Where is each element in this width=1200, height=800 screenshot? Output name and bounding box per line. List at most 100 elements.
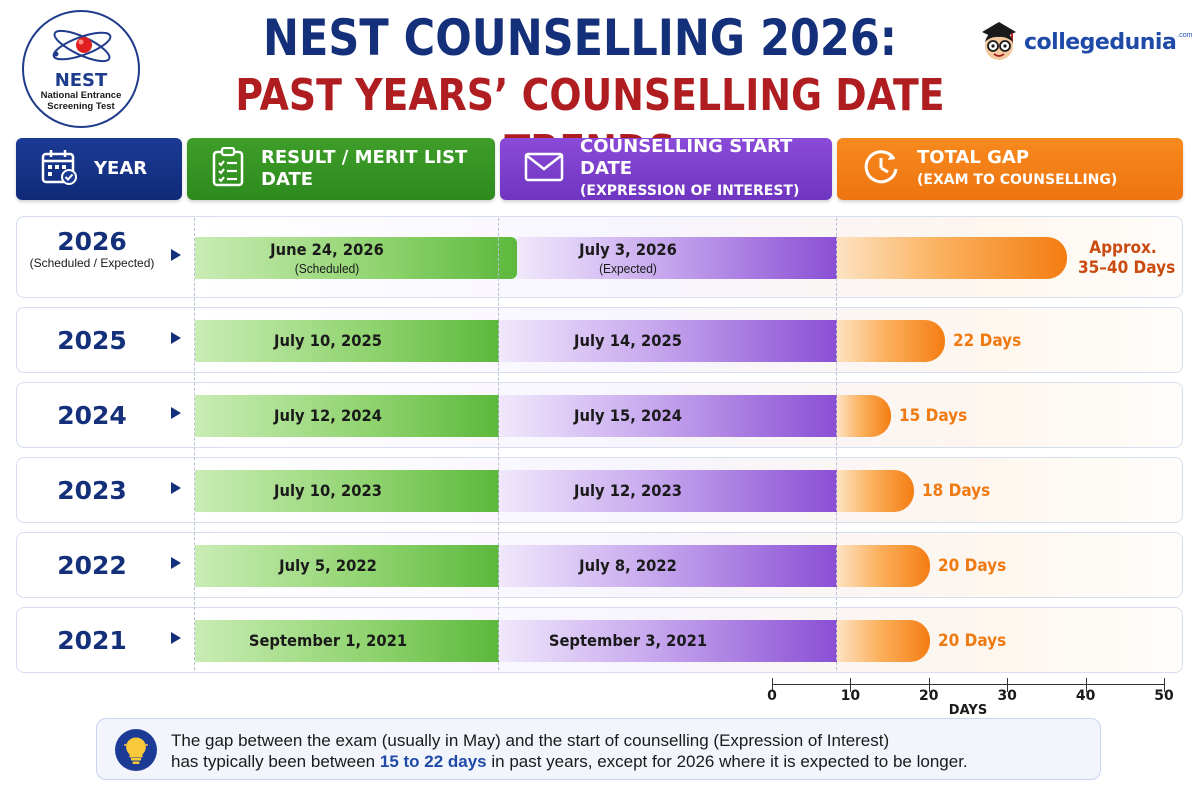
clipboard-icon	[211, 146, 245, 192]
year-label: 2023	[17, 476, 167, 505]
counselling-date: July 14, 2025	[526, 331, 730, 350]
note-line2-pre: has typically been between	[171, 752, 380, 771]
lightbulb-icon	[115, 729, 157, 771]
result-date-value: September 1, 2021	[248, 631, 408, 650]
x-axis-tick	[850, 678, 852, 692]
gap-bar	[837, 545, 930, 587]
result-bar	[195, 470, 499, 512]
year-value: 2025	[57, 326, 127, 355]
gap-label-line1: 20 Days	[937, 556, 1007, 576]
header-year-label: YEAR	[94, 158, 148, 179]
gap-label-line1: 20 Days	[937, 631, 1007, 651]
gap-label: 20 Days	[938, 631, 1006, 651]
note-text: The gap between the exam (usually in May…	[171, 730, 968, 772]
play-arrow-icon	[171, 332, 181, 344]
divider-line	[194, 218, 195, 670]
clock-icon	[861, 147, 901, 192]
play-arrow-icon	[171, 632, 181, 644]
info-note: The gap between the exam (usually in May…	[96, 718, 1101, 780]
result-date: July 5, 2022	[207, 556, 448, 575]
play-arrow-icon	[171, 557, 181, 569]
x-axis-tick	[1007, 678, 1009, 692]
result-date: July 10, 2025	[207, 331, 448, 350]
year-row: 2025 July 10, 2025 July 14, 2025 22 Days	[16, 307, 1183, 373]
result-date-value: July 12, 2024	[274, 406, 382, 425]
x-axis	[772, 678, 1165, 692]
year-label: 2026 (Scheduled / Expected)	[17, 227, 167, 270]
x-axis-title: DAYS	[948, 703, 988, 718]
gap-bar	[837, 470, 915, 512]
result-date: June 24, 2026 (Scheduled)	[217, 240, 438, 278]
result-date: July 10, 2023	[207, 481, 448, 500]
note-highlight: 15 to 22 days	[379, 752, 487, 771]
x-axis-tick	[1164, 678, 1165, 692]
header-gap-sublabel: (EXAM TO COUNSELLING)	[917, 172, 1118, 188]
note-line2-post: in past years, except for 2026 where it …	[486, 752, 968, 771]
counselling-bar	[499, 620, 837, 662]
year-row: 2023 July 10, 2023 July 12, 2023 18 Days	[16, 457, 1183, 523]
x-axis-tick-label: 40	[1075, 688, 1096, 704]
year-label: 2022	[17, 551, 167, 580]
counselling-date-value: July 14, 2025	[574, 331, 682, 350]
result-date-value: June 24, 2026	[270, 240, 384, 259]
header-gap-label: TOTAL GAP	[917, 147, 1030, 168]
nest-logo-subtitle-1: National Entrance	[40, 90, 122, 101]
x-axis-tick	[928, 678, 930, 692]
gap-bar	[837, 395, 891, 437]
header-result-label: RESULT / MERIT LIST DATE	[261, 147, 468, 190]
year-row: 2024 July 12, 2024 July 15, 2024 15 Days	[16, 382, 1183, 448]
gap-label: 18 Days	[922, 481, 990, 501]
play-arrow-icon	[171, 249, 181, 261]
result-bar	[195, 237, 517, 279]
gap-label: 20 Days	[938, 556, 1006, 576]
calendar-icon	[40, 148, 78, 191]
year-value: 2024	[57, 401, 127, 430]
x-axis-tick-label: 50	[1154, 688, 1174, 704]
gap-label-line1: 22 Days	[953, 331, 1022, 351]
year-label: 2025	[17, 326, 167, 355]
x-axis-tick-label: 0	[767, 688, 777, 704]
counselling-date-value: July 12, 2023	[574, 481, 682, 500]
x-axis-tick-label: 20	[919, 688, 939, 704]
divider-line	[498, 218, 499, 670]
year-row: 2022 July 5, 2022 July 8, 2022 20 Days	[16, 532, 1183, 598]
counselling-date-value: July 3, 2026	[579, 240, 677, 259]
result-date-value: July 10, 2025	[274, 331, 382, 350]
mascot-icon	[982, 22, 1016, 60]
gap-label: 15 Days	[899, 406, 967, 426]
counselling-bar	[517, 237, 837, 279]
counselling-bar	[499, 320, 837, 362]
year-note: (Scheduled / Expected)	[29, 256, 155, 270]
year-label: 2021	[17, 626, 167, 655]
gap-bar	[837, 237, 1067, 279]
result-date: September 1, 2021	[207, 631, 448, 650]
counselling-date-value: July 8, 2022	[579, 556, 677, 575]
header-counselling-label: COUNSELLING START DATE	[580, 136, 793, 179]
year-value: 2023	[57, 476, 127, 505]
result-date-value: July 10, 2023	[274, 481, 382, 500]
play-arrow-icon	[171, 482, 181, 494]
header-counselling: COUNSELLING START DATE (EXPRESSION OF IN…	[500, 136, 832, 200]
header-result: RESULT / MERIT LIST DATE	[187, 138, 495, 200]
collegedunia-brand: collegedunia .com	[976, 12, 1192, 72]
year-row: 2026 (Scheduled / Expected) June 24, 2026 (…	[16, 216, 1183, 298]
gap-label-line1: 18 Days	[922, 481, 991, 501]
counselling-date: July 15, 2024	[526, 406, 730, 425]
result-date-note: (Scheduled)	[294, 261, 360, 276]
gap-label-line1: Approx.	[1089, 238, 1157, 258]
gap-bar	[837, 320, 946, 362]
counselling-bar	[499, 395, 837, 437]
nest-logo-subtitle-2: Screening Test	[47, 101, 115, 112]
year-row: 2021 September 1, 2021 September 3, 2021 20…	[16, 607, 1183, 673]
counselling-bar	[499, 470, 837, 512]
year-value: 2026	[57, 227, 127, 256]
result-date: July 12, 2024	[207, 406, 448, 425]
counselling-date-value: September 3, 2021	[548, 631, 708, 650]
x-axis-tick-label: 30	[997, 688, 1017, 704]
counselling-date-value: July 15, 2024	[574, 406, 682, 425]
year-value: 2021	[57, 626, 127, 655]
gap-label-line2: 35–40 Days	[1078, 258, 1176, 278]
page-title: NEST COUNSELLING 2026:	[263, 9, 897, 67]
divider-line	[836, 218, 837, 670]
header-gap: TOTAL GAP (EXAM TO COUNSELLING)	[837, 138, 1183, 200]
